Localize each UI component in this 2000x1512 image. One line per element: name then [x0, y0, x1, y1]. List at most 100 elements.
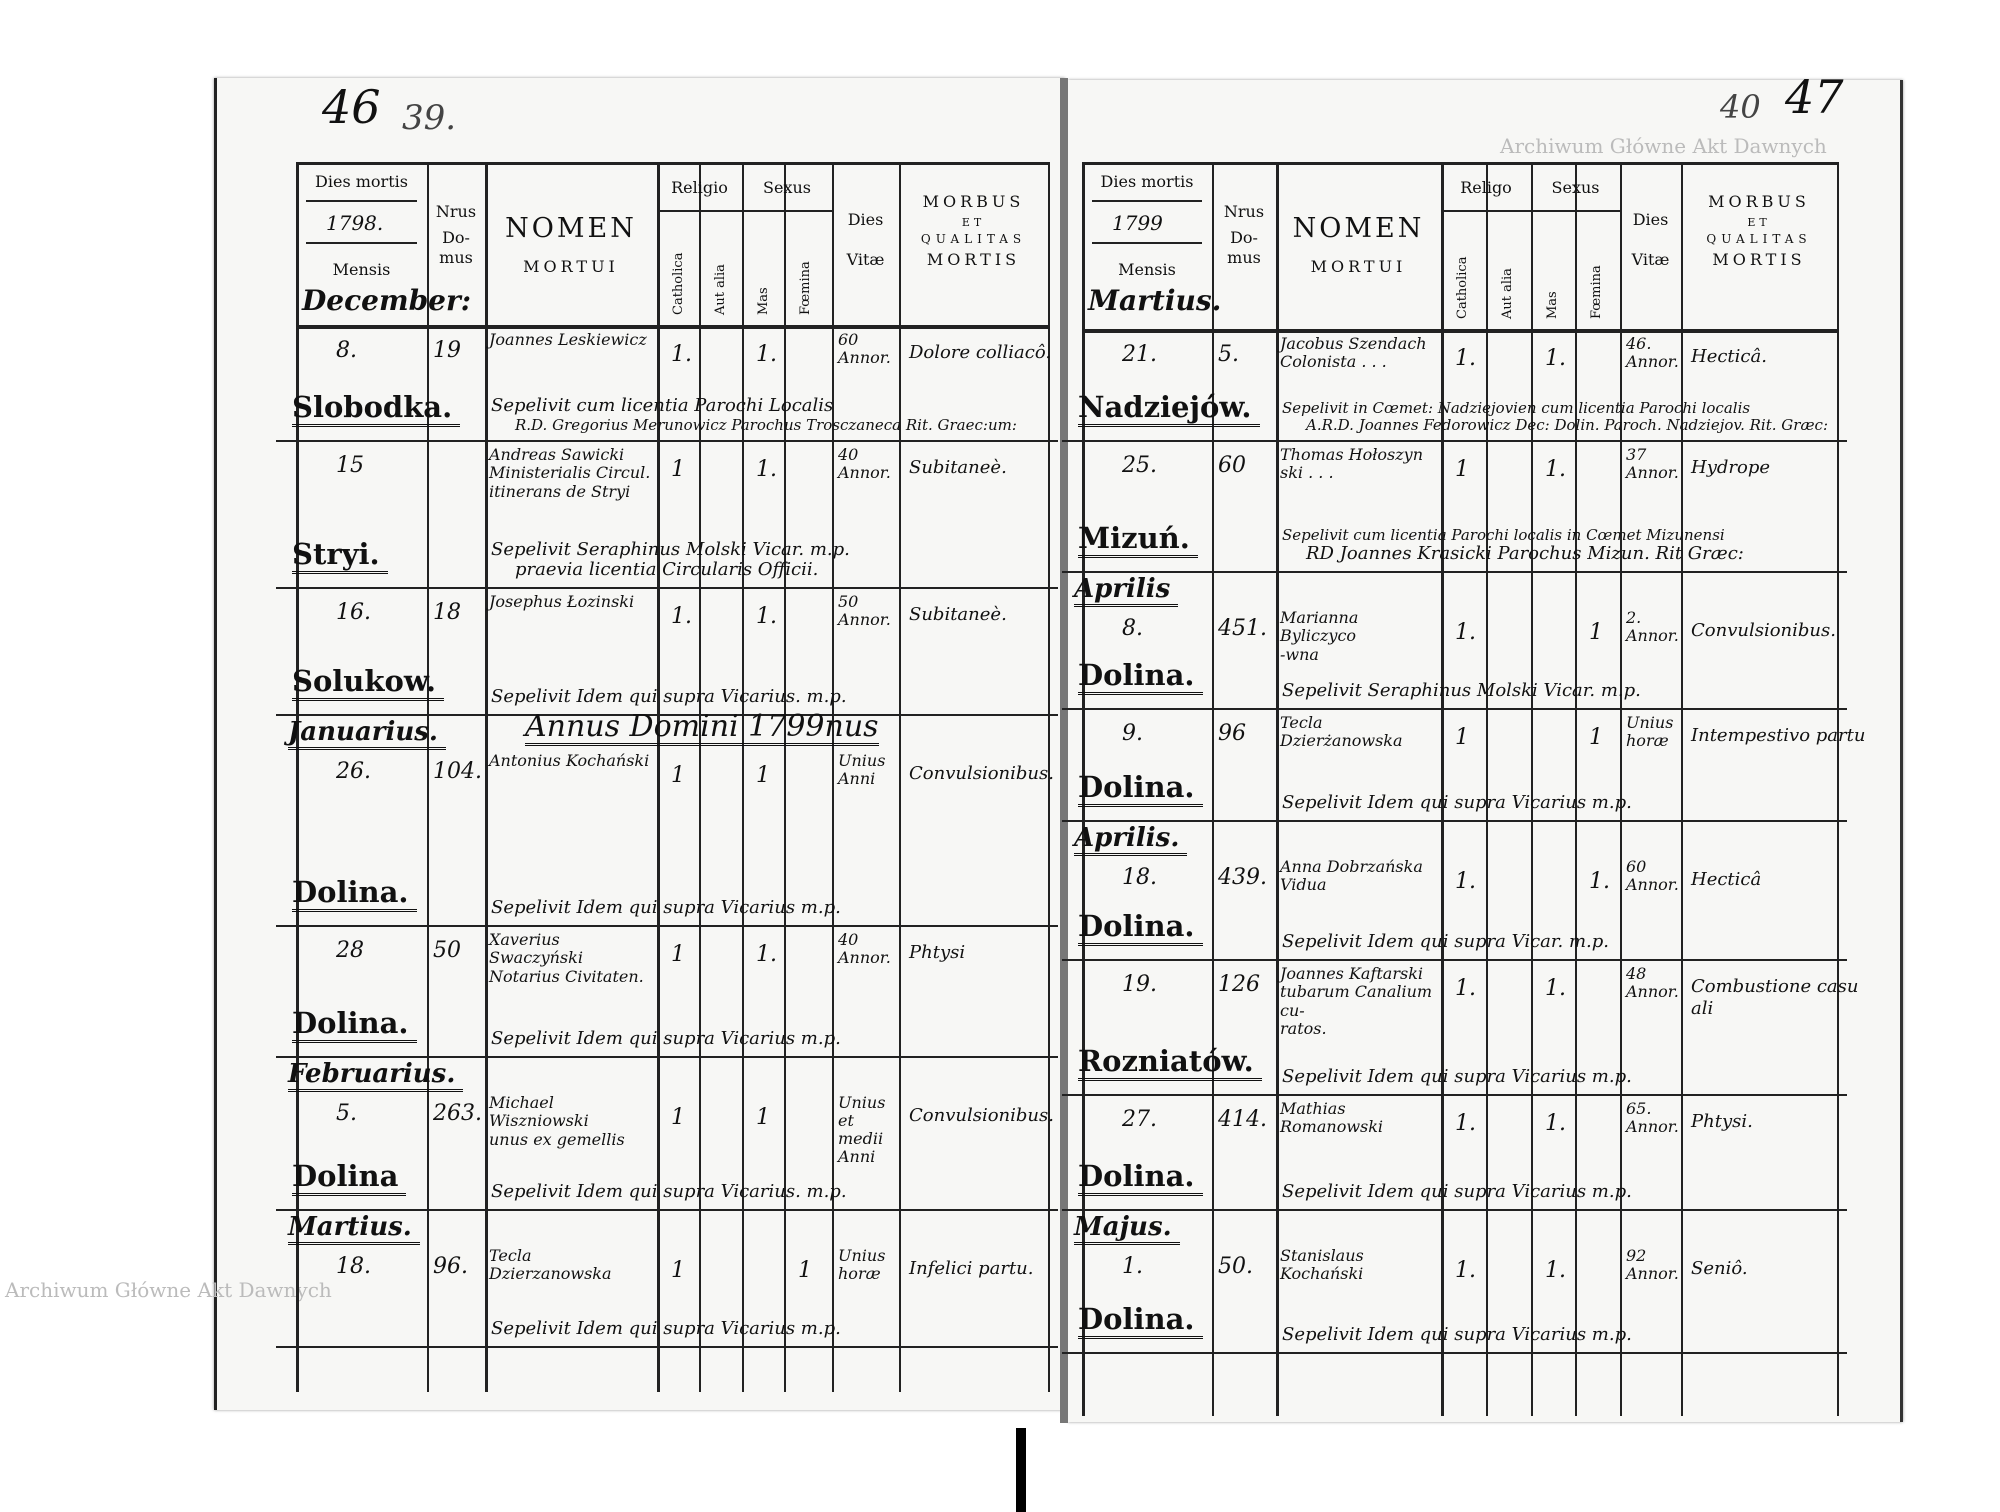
- mas-mark: 1: [756, 763, 770, 788]
- day-of-death: 28: [336, 938, 364, 963]
- age-at-death: Annor.: [1626, 463, 1679, 482]
- dies-mortis-header: Dies mortis: [315, 172, 408, 191]
- domus-header: Do- mus: [1227, 228, 1261, 267]
- nrus-header: Nrus: [1223, 202, 1265, 221]
- day-of-death: 19.: [1122, 972, 1157, 997]
- deceased-name-block: Josephus Łozinski: [489, 592, 653, 611]
- burial-note-block: Sepelivit Idem qui supra Vicarius m.p.: [491, 1319, 1046, 1340]
- column-rule: [427, 162, 429, 1392]
- deceased-name-block: Jacobus Szendach Colonista . . .: [1280, 334, 1437, 372]
- house-number: 439.: [1218, 865, 1267, 890]
- vitae-header: Vitæ: [846, 250, 885, 269]
- day-of-death: 8.: [1122, 616, 1143, 641]
- catholica-mark: 1: [671, 942, 685, 967]
- age-at-death: Annor.: [1626, 982, 1679, 1001]
- house-number: 19: [433, 338, 461, 363]
- deceased-name: Josephus Łozinski: [489, 592, 635, 611]
- burial-note: Sepelivit Seraphinus Molski Vicar. m.p.: [1282, 680, 1641, 702]
- catholica-mark: 1: [671, 457, 685, 482]
- burial-note-block: Sepelivit Seraphinus Molski Vicar. m.p. p…: [491, 539, 1046, 581]
- deceased-name: ski . . .: [1280, 463, 1334, 483]
- book-spine: [1016, 1428, 1026, 1512]
- morbus-header: MORBUS: [922, 192, 1025, 211]
- religio-sexus-rule: [1441, 210, 1620, 212]
- mas-mark: 1.: [756, 342, 777, 367]
- cause-of-death: Subitaneè.: [909, 457, 1007, 478]
- burial-note-block: Sepelivit Idem qui supra Vicarius m.p.: [1282, 1182, 1895, 1203]
- burial-note-block: Sepelivit Idem qui supra Vicarius. m.p.: [491, 1182, 1046, 1203]
- deceased-name: Notarius Civitaten.: [489, 966, 644, 986]
- place-name: Solukow.: [292, 665, 444, 701]
- age-at-death: medii: [838, 1129, 884, 1148]
- age-at-death: Annor.: [1626, 1264, 1679, 1283]
- house-number: 126: [1218, 972, 1260, 997]
- burial-note: R.D. Gregorius Merunowicz Parochus Trosc…: [515, 415, 1017, 434]
- header-top-rule: [296, 162, 1048, 165]
- row-rule: [276, 925, 1058, 927]
- foemina-header: Fœmina: [798, 261, 813, 315]
- mas-mark: 1.: [1545, 1258, 1566, 1283]
- burial-note: RD Joannes Krasicki Parochus Mizun. Rit …: [1306, 543, 1744, 565]
- deceased-name-block: Joannes Kaftarski tubarum Canalium cu-rat…: [1280, 964, 1437, 1039]
- age-at-death: Annor.: [838, 348, 891, 367]
- catholica-mark: 1.: [671, 342, 692, 367]
- right-page-number: 47: [1785, 70, 1844, 124]
- place-name: Dolina.: [1078, 659, 1203, 695]
- cause-of-death: Hecticâ.: [1691, 346, 1767, 367]
- foemina-header: Fœmina: [1589, 265, 1604, 319]
- burial-note-block: Sepelivit Idem qui supra Vicarius m.p.: [1282, 1067, 1895, 1088]
- archive-watermark: Archiwum Główne Akt Dawnych: [1500, 134, 1827, 158]
- burial-note-block: Sepelivit Seraphinus Molski Vicar. m.p.: [1282, 681, 1895, 702]
- column-rule: [1620, 162, 1622, 1416]
- age-at-death: 60: [838, 330, 859, 349]
- deceased-name: ratos.: [1280, 1019, 1327, 1039]
- deceased-name-block: Anna Dobrzańska Vidua: [1280, 857, 1437, 895]
- house-number: 263.: [433, 1101, 482, 1126]
- catholica-mark: 1.: [1455, 1258, 1476, 1283]
- deceased-name-block: Xaverius Swaczyński Notarius Civitaten.: [489, 930, 653, 986]
- row-rule: [276, 587, 1058, 589]
- burial-note: A.R.D. Joannes Fedorowicz Dec: Dolin. Pa…: [1306, 415, 1829, 434]
- deceased-name-block: Stanislaus Kochański: [1280, 1246, 1437, 1284]
- age-at-death: 60: [1626, 857, 1647, 876]
- religio-sexus-rule: [657, 210, 832, 212]
- month-heading: Martius.: [288, 1213, 420, 1245]
- et-header: ET: [961, 216, 986, 229]
- qualitas-header: QUALITAS: [1706, 232, 1812, 246]
- header-bottom-rule: [1082, 329, 1837, 333]
- deceased-name: tubarum Canalium cu-: [1280, 982, 1433, 1020]
- day-of-death: 26.: [336, 759, 371, 784]
- age-at-death: 50: [838, 592, 859, 611]
- age-at-death: Anni: [838, 1147, 876, 1166]
- burial-note: Sepelivit Idem qui supra Vicarius m.p.: [1282, 1181, 1632, 1203]
- day-of-death: 15: [336, 453, 364, 478]
- burial-note-block: Sepelivit Idem qui supra Vicar. m.p.: [1282, 932, 1895, 953]
- column-rule: [899, 162, 901, 1392]
- catholica-header: Catholica: [671, 252, 686, 315]
- deceased-name-block: Tecla Dzierzanowska: [489, 1246, 653, 1284]
- place-name: Nadziejów.: [1078, 391, 1260, 427]
- deceased-name: Mathias Romanowski: [1280, 1099, 1384, 1137]
- place-name: Dolina: [292, 1160, 407, 1196]
- deceased-name: -wna: [1280, 644, 1319, 664]
- deceased-name-block: Marianna Byliczyco -wna: [1280, 608, 1437, 664]
- cause-of-death: Convulsionibus.: [909, 763, 1054, 784]
- house-number: 451.: [1218, 616, 1267, 641]
- foemina-mark: 1: [798, 1258, 812, 1283]
- burial-note: Sepelivit cum licentia Parochi Localis: [491, 395, 834, 417]
- house-number: 50: [433, 938, 461, 963]
- catholica-mark: 1.: [1455, 869, 1476, 894]
- catholica-mark: 1.: [1455, 1111, 1476, 1136]
- deceased-name: itinerans de Stryi: [489, 481, 631, 501]
- column-rule: [832, 162, 834, 1392]
- mensis-header: Mensis: [1118, 260, 1176, 279]
- row-rule: [1062, 440, 1847, 442]
- column-rule: [699, 162, 701, 1392]
- deceased-name: Andreas Sawicki: [489, 445, 625, 464]
- nomen-header: NOMEN: [505, 213, 637, 244]
- age-at-death: horæ: [1626, 731, 1669, 750]
- place-name: Dolina.: [292, 1007, 417, 1043]
- religio-header: Religio: [671, 178, 728, 197]
- column-rule: [1276, 162, 1279, 1416]
- left-old-page-number: 39.: [402, 98, 457, 138]
